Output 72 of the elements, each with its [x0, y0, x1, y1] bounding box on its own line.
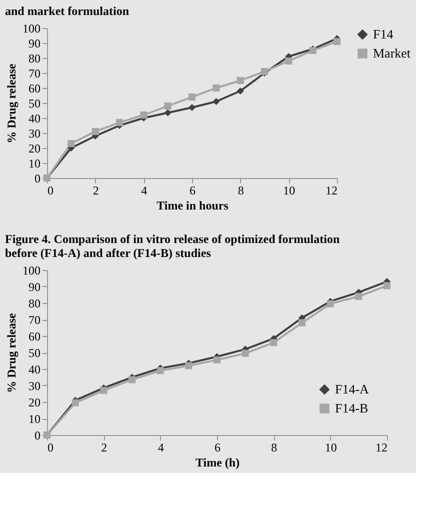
y-tick-label: 30: [28, 126, 40, 140]
legend-label: Market: [373, 46, 411, 60]
y-tick-label: 40: [28, 362, 40, 376]
x-tick-label: 12: [326, 184, 338, 198]
y-tick-label: 0: [34, 428, 40, 442]
legend-label: F14-A: [335, 382, 370, 396]
point: [270, 339, 278, 346]
y-tick-label: 10: [28, 412, 40, 426]
point: [156, 367, 164, 374]
x-tick-label: 12: [376, 440, 388, 454]
y-tick-label: 20: [28, 142, 40, 156]
legend-label: F14: [373, 26, 394, 42]
x-tick-label: 6: [190, 184, 196, 198]
x-tick-label: 0: [48, 184, 54, 198]
point: [188, 93, 196, 101]
point: [383, 282, 391, 290]
point: [212, 98, 220, 106]
y-tick-label: 60: [28, 82, 40, 96]
chart-title: and market formulation: [5, 4, 130, 18]
point: [242, 350, 249, 357]
x-tick-label: 6: [214, 440, 220, 454]
y-tick-label: 30: [28, 379, 40, 393]
point: [285, 57, 292, 65]
point: [128, 376, 136, 384]
point: [213, 356, 221, 364]
y-tick-label: 10: [28, 156, 40, 170]
y-tick-label: 80: [28, 296, 40, 310]
y-tick-label: 80: [28, 52, 40, 66]
x-tick-label: 8: [271, 440, 278, 454]
y-tick-label: 90: [28, 280, 40, 294]
point: [236, 87, 244, 95]
y-tick-label: 70: [28, 313, 40, 327]
y-tick-label: 20: [28, 396, 40, 410]
x-tick-label: 4: [141, 184, 148, 198]
x-tick-label: 2: [92, 184, 99, 198]
point: [116, 118, 124, 126]
x-tick-label: 10: [324, 440, 337, 454]
legend-label: F14-B: [335, 400, 369, 416]
point: [72, 399, 79, 406]
point: [355, 292, 362, 300]
y-tick-label: 50: [28, 96, 40, 110]
x-tick-label: 0: [48, 440, 54, 454]
y-axis-title: % Drug release: [4, 62, 18, 144]
x-tick-label: 2: [101, 440, 108, 454]
x-tick-label: 10: [283, 184, 296, 198]
point: [188, 104, 196, 112]
point: [164, 102, 172, 110]
y-tick-label: 70: [28, 66, 40, 80]
point: [212, 84, 220, 92]
x-tick-label: 8: [238, 184, 244, 198]
y-tick-label: 40: [28, 112, 40, 126]
x-axis-title: Time (h): [195, 456, 240, 470]
point: [333, 38, 341, 46]
point: [140, 111, 148, 119]
y-tick-label: 100: [22, 22, 40, 36]
x-axis-title: Time in hours: [156, 198, 229, 212]
y-tick-label: 50: [28, 346, 40, 360]
point: [164, 109, 172, 116]
point: [185, 362, 192, 370]
point: [236, 76, 244, 84]
point: [100, 386, 108, 394]
y-tick-label: 100: [22, 264, 40, 278]
point: [68, 140, 75, 148]
chart-title: Figure 4. Comparison of in vitro release of optimized formulation before (F14-A) and after (F14-B) studies: [5, 232, 340, 260]
y-tick-label: 60: [28, 330, 40, 344]
y-axis-title: % Drug release: [4, 312, 18, 393]
y-tick-label: 90: [28, 36, 40, 50]
point: [92, 128, 99, 136]
point: [326, 300, 334, 308]
point: [298, 319, 306, 326]
y-tick-label: 0: [34, 172, 40, 186]
x-tick-label: 4: [158, 440, 164, 454]
